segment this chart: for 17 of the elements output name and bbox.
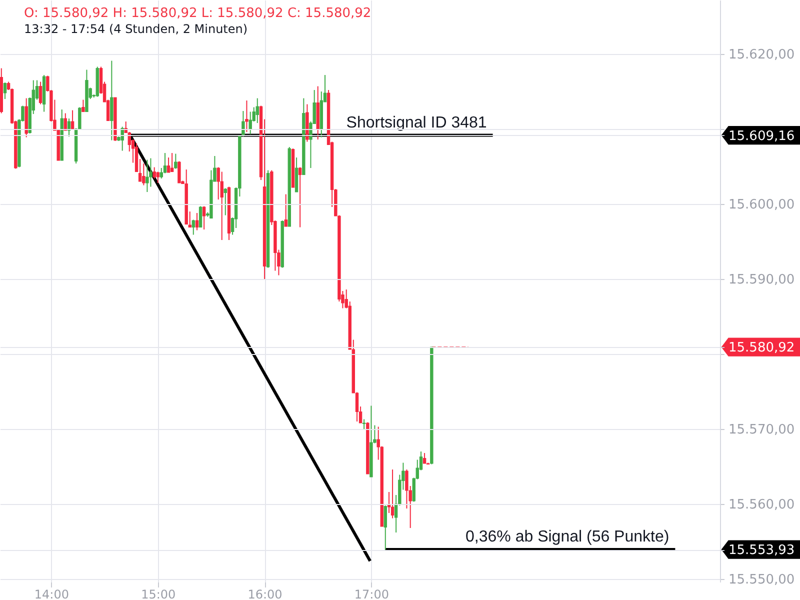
text: O: 15.580,92 H: 15.580,92 L: 15.580,92 C: 15.580,92 [24, 6, 372, 21]
y-tick-label: 15.550,00 [728, 572, 795, 588]
x-tick-label: 15:00 [141, 588, 176, 600]
y-tick-label: 15.600,00 [728, 198, 795, 212]
y-tick-label: 15.620,00 [728, 48, 795, 62]
x-tick-label: 14:00 [34, 588, 69, 600]
series-label: 0,36% ab Signal (56 Punkte) [466, 528, 670, 546]
y-tick-label: 15.580,92 [728, 340, 795, 356]
text: 13:32 - 17:54 (4 Stunden, 2 Minuten) [24, 22, 248, 36]
y-tick-label: 15.570,00 [728, 422, 795, 438]
y-tick-label: 15.590,00 [728, 272, 795, 288]
x-tick-label: 16:00 [248, 588, 282, 600]
x-tick-label: 17:00 [354, 588, 389, 600]
y-tick-label: 15.609,16 [728, 128, 795, 144]
y-tick-label: 15.560,00 [728, 498, 795, 512]
series-label: Shortsignal ID 3481 [346, 114, 487, 132]
y-tick-label: 15.553,93 [728, 543, 795, 558]
